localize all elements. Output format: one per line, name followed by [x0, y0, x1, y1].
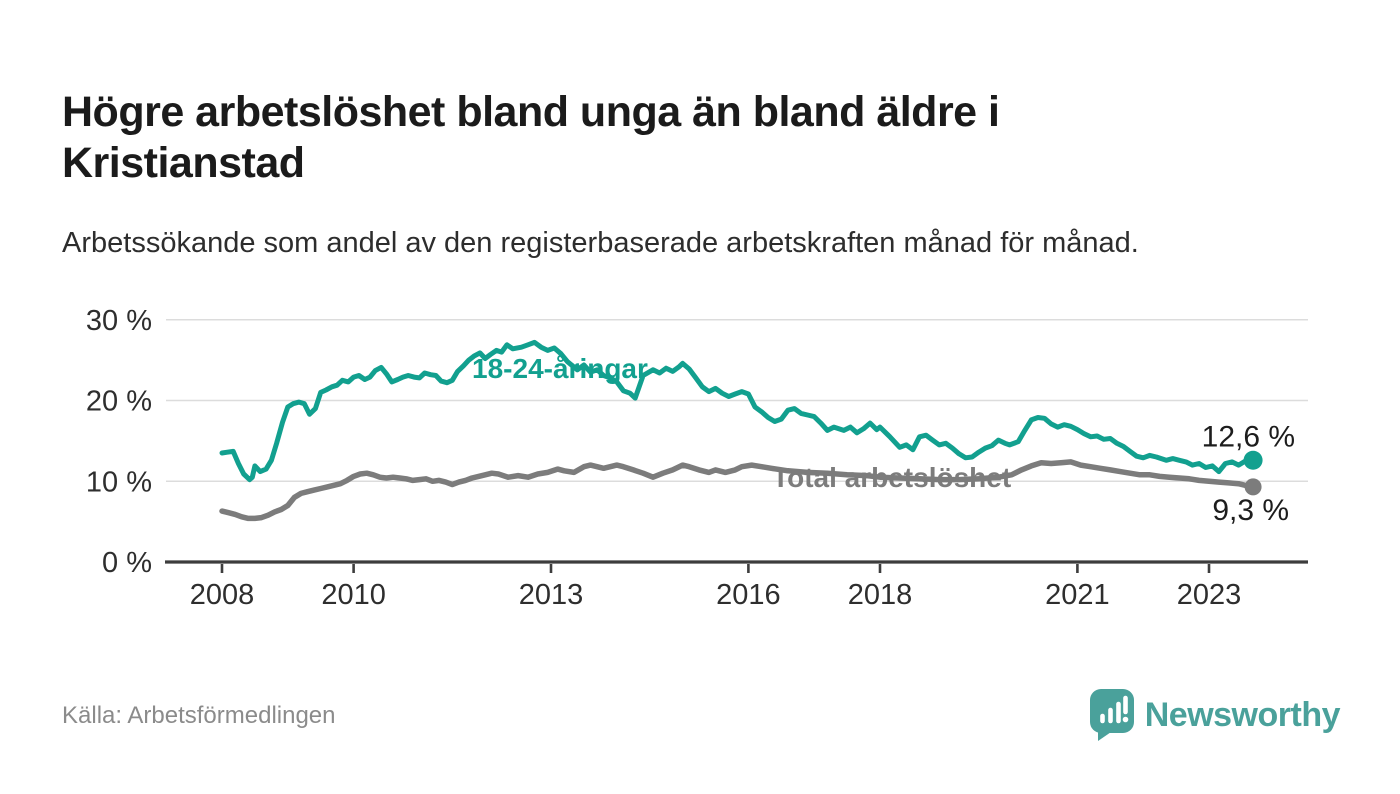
y-tick-label: 10 % — [86, 466, 152, 498]
series-end-value-total: 9,3 % — [1212, 494, 1289, 527]
page-title: Högre arbetslöshet bland unga än bland ä… — [62, 87, 1000, 188]
x-tick-label: 2013 — [519, 579, 584, 611]
x-tick-label: 2016 — [716, 579, 781, 611]
series-end-dot-young — [1243, 450, 1263, 470]
x-tick-label: 2023 — [1177, 579, 1242, 611]
x-tick-label: 2021 — [1045, 579, 1110, 611]
series-end-dot-total — [1244, 478, 1262, 496]
x-tick-label: 2010 — [321, 579, 386, 611]
x-tick-label: 2018 — [848, 579, 913, 611]
page-subtitle: Arbetssökande som andel av den registerb… — [62, 227, 1139, 259]
series-line-total — [219, 459, 1256, 522]
newsworthy-logo: Newsworthy — [1089, 688, 1341, 743]
y-tick-label: 20 % — [86, 386, 152, 418]
series-end-value-young: 12,6 % — [1202, 420, 1295, 453]
y-tick-label: 30 % — [86, 305, 152, 337]
series-label-young: 18-24-åringar — [472, 353, 648, 384]
y-tick-label: 0 % — [102, 547, 152, 579]
newsworthy-bubble-barchart-icon — [1089, 689, 1134, 741]
newsworthy-wordmark: Newsworthy — [1144, 696, 1341, 734]
series-label-total: Total arbetslöshet — [772, 462, 1011, 493]
x-tick-label: 2008 — [190, 579, 255, 611]
series-line-young — [219, 339, 1256, 483]
source-caption: Källa: Arbetsförmedlingen — [62, 702, 336, 729]
